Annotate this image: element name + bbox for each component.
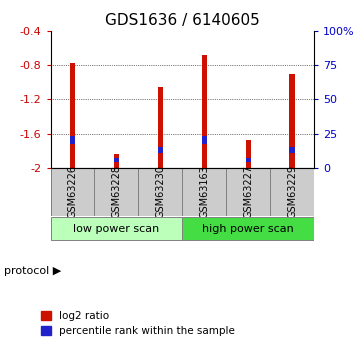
Bar [202,55,207,168]
Legend: log2 ratio, percentile rank within the sample: log2 ratio, percentile rank within the s… [41,311,235,336]
Bar [158,87,163,168]
Bar [70,136,75,144]
Text: low power scan: low power scan [73,224,160,234]
Bar [51,168,95,216]
Bar [270,168,314,216]
Bar [158,147,163,152]
Text: GSM63228: GSM63228 [112,165,121,218]
Bar [182,168,226,216]
Bar [245,140,251,168]
Text: GSM63227: GSM63227 [243,165,253,218]
Bar [290,74,295,168]
Bar [226,168,270,216]
Text: GSM63230: GSM63230 [155,166,165,218]
Bar [95,168,138,216]
Title: GDS1636 / 6140605: GDS1636 / 6140605 [105,13,260,29]
Bar [70,63,75,168]
Text: GSM63226: GSM63226 [68,165,78,218]
Bar [245,158,251,162]
Text: GSM63163: GSM63163 [199,166,209,218]
Bar [182,217,314,240]
Bar [114,154,119,168]
Bar [51,217,182,240]
Text: GSM63229: GSM63229 [287,165,297,218]
Bar [202,136,207,144]
Text: high power scan: high power scan [202,224,294,234]
Text: protocol ▶: protocol ▶ [4,266,61,276]
Bar [138,168,182,216]
Bar [290,147,295,152]
Bar [114,158,119,162]
